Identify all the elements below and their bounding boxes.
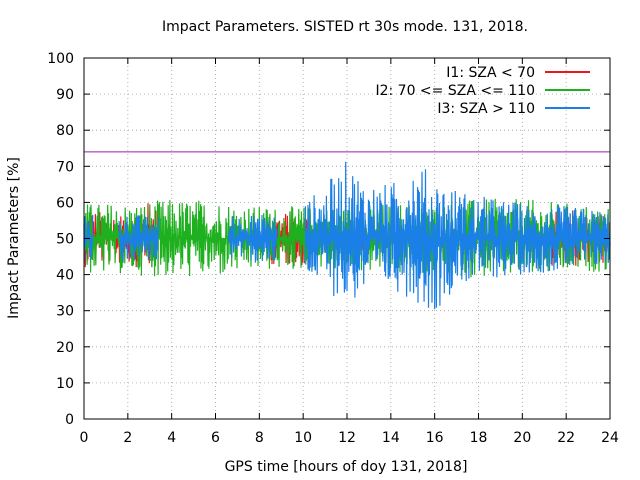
x-tick-label: 4	[167, 430, 176, 446]
y-tick-label: 40	[56, 268, 74, 284]
x-tick-label: 18	[470, 430, 488, 446]
y-tick-label: 60	[56, 195, 74, 211]
x-tick-label: 2	[123, 430, 132, 446]
x-axis-label: GPS time [hours of doy 131, 2018]	[225, 459, 468, 475]
x-tick-label: 16	[426, 430, 444, 446]
x-tick-label: 14	[382, 430, 400, 446]
legend-label-2: I2: 70 <= SZA <= 110	[375, 83, 535, 99]
y-tick-label: 80	[56, 123, 74, 139]
legend: I1: SZA < 70 I2: 70 <= SZA <= 110 I3: SZA …	[375, 65, 590, 117]
x-tick-label: 20	[513, 430, 531, 446]
y-tick-label: 90	[56, 87, 74, 103]
series-3-line	[304, 161, 611, 310]
x-tick-label: 22	[557, 430, 575, 446]
x-tick-label: 12	[338, 430, 356, 446]
y-tick-label: 20	[56, 340, 74, 356]
x-tick-label: 0	[80, 430, 89, 446]
x-tick-label: 24	[601, 430, 619, 446]
y-axis-label: Impact Parameters [%]	[6, 157, 22, 319]
y-tick-label: 0	[65, 412, 74, 428]
y-tick-label: 30	[56, 304, 74, 320]
series-3-line	[83, 214, 94, 263]
y-tick-label: 10	[56, 376, 74, 392]
series-3-line	[118, 215, 160, 262]
series-layer	[83, 161, 611, 310]
series-3-line	[228, 214, 278, 263]
legend-label-3: I3: SZA > 110	[437, 101, 535, 117]
x-tick-label: 6	[211, 430, 220, 446]
chart-title: Impact Parameters. SISTED rt 30s mode. 1…	[162, 19, 528, 35]
y-tick-label: 50	[56, 232, 74, 248]
x-tick-label: 10	[294, 430, 312, 446]
y-tick-label: 100	[47, 51, 74, 67]
y-tick-label: 70	[56, 159, 74, 175]
legend-label-1: I1: SZA < 70	[446, 65, 535, 81]
x-tick-label: 8	[255, 430, 264, 446]
